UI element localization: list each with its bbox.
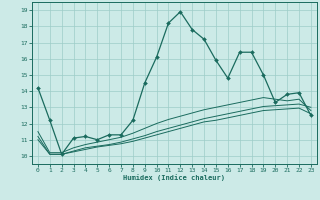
X-axis label: Humidex (Indice chaleur): Humidex (Indice chaleur) <box>124 175 225 181</box>
